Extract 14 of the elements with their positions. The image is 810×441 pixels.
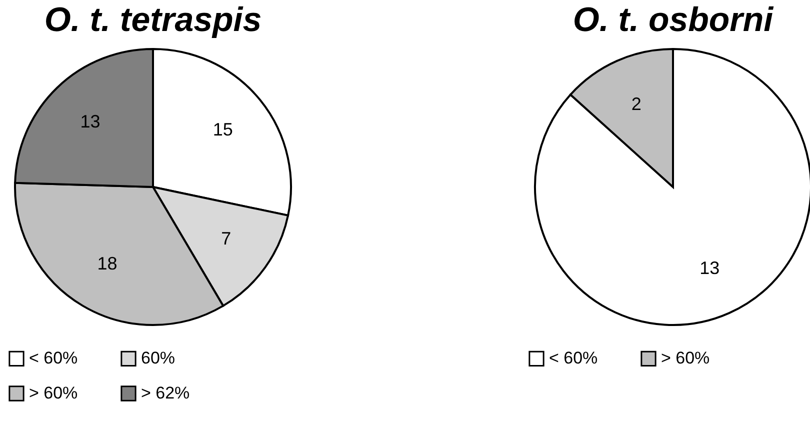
data-label: 2 [631, 94, 642, 114]
chart-title: O. t. tetraspis [44, 1, 262, 39]
legend-label: 60% [141, 348, 176, 368]
data-label: 15 [212, 119, 233, 140]
legend-label: > 62% [141, 384, 190, 402]
legend-label: > 60% [29, 384, 78, 402]
legend-label: < 60% [29, 348, 78, 368]
data-label: 13 [700, 258, 720, 278]
legend-label: < 60% [549, 348, 598, 368]
data-label: 13 [80, 111, 100, 132]
chart-title: O. t. osborni [572, 1, 775, 39]
data-label: 7 [221, 228, 232, 248]
data-label: 18 [97, 253, 118, 274]
legend-label: > 60% [661, 348, 710, 368]
